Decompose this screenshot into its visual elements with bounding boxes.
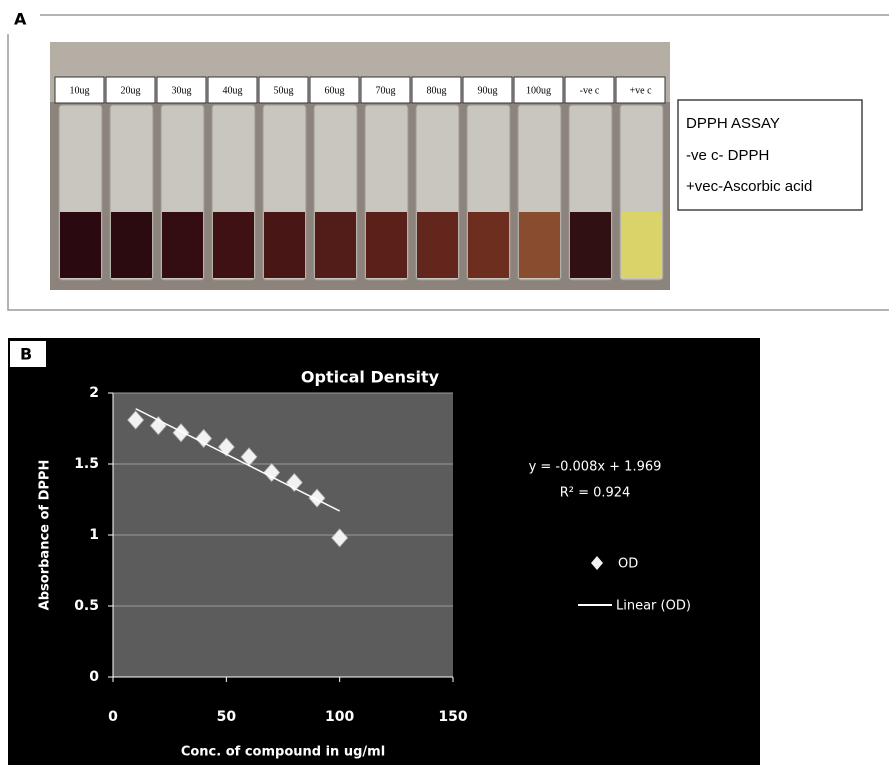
- vial-liquid: [264, 212, 305, 278]
- x-axis-label: Conc. of compound in ug/ml: [181, 745, 385, 760]
- vial-liquid: [366, 212, 407, 278]
- vial-label: -ve c: [580, 85, 600, 96]
- legend-line: DPPH ASSAY: [686, 115, 780, 132]
- panel-b-label: B: [20, 345, 32, 364]
- vial-liquid: [519, 212, 560, 278]
- x-tick-label: 100: [325, 709, 354, 725]
- vial-liquid: [468, 212, 509, 278]
- vial-label: 50ug: [274, 85, 294, 96]
- vial-liquid: [621, 212, 662, 278]
- vial-label: 30ug: [172, 85, 192, 96]
- vial-label: 40ug: [223, 85, 243, 96]
- vial-label: 100ug: [526, 85, 551, 96]
- x-tick-label: 50: [217, 709, 237, 725]
- y-tick-label: 2: [89, 385, 99, 401]
- page: A 10ug20ug30ug40ug50ug60ug70ug80ug90ug10…: [0, 0, 889, 765]
- vial-liquid: [315, 212, 356, 278]
- y-tick-label: 0.5: [74, 598, 99, 614]
- panel-a-label: A: [14, 10, 27, 29]
- legend-line: -ve c- DPPH: [686, 147, 769, 164]
- vial-liquid: [417, 212, 458, 278]
- figure: A 10ug20ug30ug40ug50ug60ug70ug80ug90ug10…: [0, 0, 889, 765]
- vial-label: 60ug: [325, 85, 345, 96]
- y-tick-label: 1: [89, 527, 99, 543]
- vial-liquid: [111, 212, 152, 278]
- r-squared: R² = 0.924: [560, 486, 631, 501]
- x-tick-label: 0: [108, 709, 118, 725]
- vial-label: 80ug: [427, 85, 447, 96]
- vial-label: 90ug: [478, 85, 498, 96]
- y-axis-label: Absorbance of DPPH: [38, 460, 53, 611]
- x-tick-label: 150: [438, 709, 467, 725]
- vial-label: 20ug: [121, 85, 141, 96]
- legend-line: +vec-Ascorbic acid: [686, 178, 812, 195]
- legend-label: Linear (OD): [616, 599, 691, 614]
- vial-liquid: [570, 212, 611, 278]
- chart-title: Optical Density: [301, 368, 440, 387]
- legend-label: OD: [618, 557, 638, 572]
- vial-label: 70ug: [376, 85, 396, 96]
- y-tick-label: 1.5: [74, 456, 99, 472]
- vial-liquid: [162, 212, 203, 278]
- y-tick-label: 0: [89, 669, 99, 685]
- vial-liquid: [60, 212, 101, 278]
- vial-label: 10ug: [70, 85, 90, 96]
- vial-label: +ve c: [629, 85, 652, 96]
- trendline-equation: y = -0.008x + 1.969: [529, 460, 662, 475]
- vial-liquid: [213, 212, 254, 278]
